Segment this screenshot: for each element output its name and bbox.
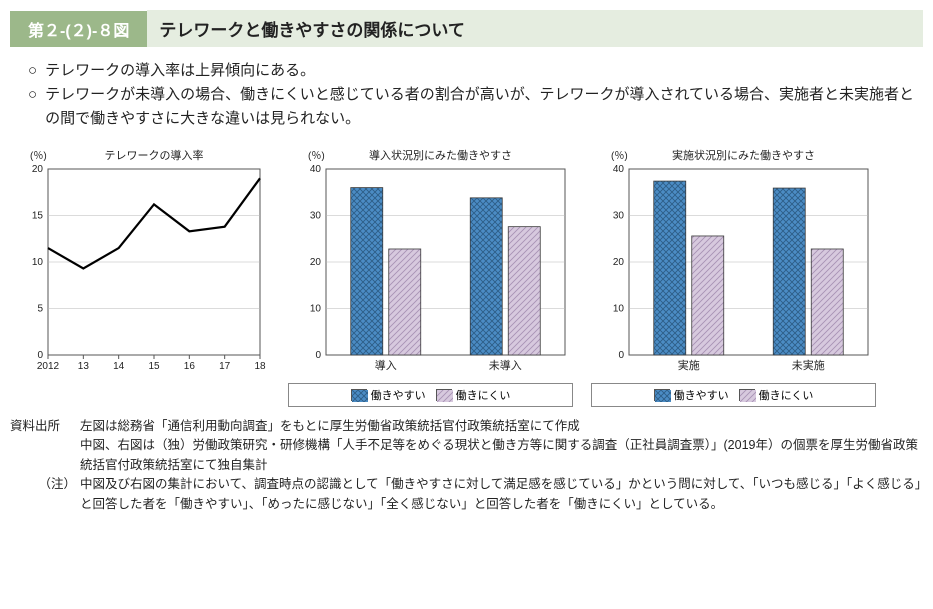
svg-text:実施状況別にみた働きやすさ: 実施状況別にみた働きやすさ [672,148,815,162]
bullet-text-2: テレワークが未導入の場合、働きにくいと感じている者の割合が高いが、テレワークが導… [45,83,923,131]
svg-text:20: 20 [613,257,625,268]
note-label: （注） [10,475,80,514]
svg-text:20: 20 [32,164,44,175]
source-line-2: 中図、右図は（独）労働政策研究・研修機構「人手不足等をめぐる現状と働き方等に関す… [80,436,923,475]
legend-label: 働きにくい [759,387,814,403]
source-line-1: 左図は総務省「通信利用動向調査」をもとに厚生労働省政策統括官付政策統括室にて作成 [80,417,580,436]
svg-text:(％): (％) [611,151,628,162]
note-text: 中図及び右図の集計において、調査時点の認識として「働きやすさに対して満足感を感じ… [80,475,923,514]
charts-row: テレワークの導入率 (％) 0 5 10 15 20 2012 13 14 15 16 17 18 導入状… [10,147,923,407]
legend-item: 働きにくい [739,387,814,403]
legend-item: 働きやすい [654,387,729,403]
legend-item: 働きにくい [436,387,511,403]
svg-text:14: 14 [113,361,125,372]
svg-text:テレワークの導入率: テレワークの導入率 [105,148,204,162]
footnotes: 資料出所左図は総務省「通信利用動向調査」をもとに厚生労働省政策統括官付政策統括室… [10,417,923,514]
svg-text:未導入: 未導入 [489,358,522,372]
svg-text:未実施: 未実施 [792,358,825,372]
svg-text:30: 30 [613,211,625,222]
svg-text:10: 10 [310,304,322,315]
svg-text:10: 10 [613,304,625,315]
svg-text:13: 13 [78,361,90,372]
svg-text:15: 15 [148,361,160,372]
svg-text:導入: 導入 [375,358,397,372]
svg-text:(％): (％) [30,151,47,162]
bullet-text-1: テレワークの導入率は上昇傾向にある。 [45,59,315,83]
figure-header: 第２-(２)-８図 テレワークと働きやすさの関係について [10,10,923,47]
svg-text:0: 0 [37,350,43,361]
svg-text:16: 16 [184,361,196,372]
svg-text:40: 40 [613,164,625,175]
line-chart-box: テレワークの導入率 (％) 0 5 10 15 20 2012 13 14 15 16 17 18 [10,147,270,407]
svg-text:0: 0 [618,350,624,361]
legend-label: 働きやすい [674,387,729,403]
figure-number-badge: 第２-(２)-８図 [10,11,147,47]
legend-label: 働きにくい [456,387,511,403]
bullet-mark: ○ [28,59,37,83]
svg-text:実施: 実施 [678,358,700,372]
svg-text:導入状況別にみた働きやすさ: 導入状況別にみた働きやすさ [369,148,512,162]
svg-text:5: 5 [37,304,43,315]
svg-text:40: 40 [310,164,322,175]
svg-text:20: 20 [310,257,322,268]
svg-text:18: 18 [254,361,266,372]
legend-label: 働きやすい [371,387,426,403]
svg-text:0: 0 [315,350,321,361]
figure-title: テレワークと働きやすさの関係について [147,10,923,47]
summary-bullets: ○テレワークの導入率は上昇傾向にある。 ○テレワークが未導入の場合、働きにくいと… [28,59,923,131]
chart-legend: 働きやすい 働きにくい [288,383,573,407]
bar-chart-b-box: 実施状況別にみた働きやすさ (％) 0 10 20 30 40 実施 未実施 働きやすい 働きにく… [591,147,876,407]
source-label: 資料出所 [10,417,80,436]
chart-legend: 働きやすい 働きにくい [591,383,876,407]
svg-text:(％): (％) [308,151,325,162]
svg-text:30: 30 [310,211,322,222]
svg-text:17: 17 [219,361,231,372]
svg-text:10: 10 [32,257,44,268]
svg-text:2012: 2012 [37,361,60,372]
legend-item: 働きやすい [351,387,426,403]
bar-chart-a-box: 導入状況別にみた働きやすさ (％) 0 10 20 30 40 導入 未導入 働きやすい 働きにく… [288,147,573,407]
bullet-mark: ○ [28,83,37,131]
svg-text:15: 15 [32,211,44,222]
